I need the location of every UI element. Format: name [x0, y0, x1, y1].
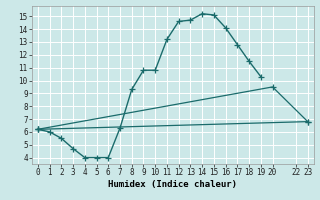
- X-axis label: Humidex (Indice chaleur): Humidex (Indice chaleur): [108, 180, 237, 189]
